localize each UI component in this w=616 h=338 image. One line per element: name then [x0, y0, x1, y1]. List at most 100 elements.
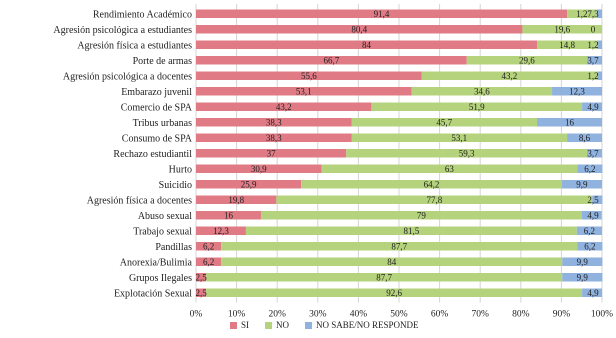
bar-segment-si	[196, 164, 322, 173]
category-label: Explotación Sexual	[114, 288, 192, 299]
category-label: Pandillas	[155, 242, 192, 253]
bar-segment-no-sabe-no-responde	[582, 102, 602, 111]
bar-segment-si	[196, 40, 538, 49]
bar-segment-si	[196, 149, 347, 158]
data-label: 2,5	[195, 288, 207, 298]
data-label: 14,8	[559, 40, 575, 50]
data-label: 3,7	[587, 148, 599, 158]
data-labels: 91,4 1,2 7,380,4 19,6 084 14,8 1,266,7 29,6 3,75…	[195, 9, 599, 298]
data-label: 4,9	[587, 210, 599, 220]
data-label: 9,9	[576, 179, 588, 189]
data-label: 9,9	[577, 257, 589, 267]
data-label: 87,7	[376, 272, 392, 282]
data-label: 2,5	[587, 195, 599, 205]
x-tick-label: 90%	[553, 310, 571, 320]
bar-segment-no	[221, 257, 563, 266]
category-label: Tribus urbanas	[133, 118, 192, 129]
data-label: 6,2	[584, 241, 595, 251]
data-label: 6,2	[203, 257, 214, 267]
bar-segment-no	[206, 273, 563, 282]
data-label: 2,5	[195, 272, 207, 282]
legend-swatch	[305, 322, 313, 329]
bar-segment-no	[522, 25, 602, 34]
bar-segment-no	[421, 71, 598, 80]
x-tick-label: 60%	[431, 310, 449, 320]
legend-swatch	[230, 322, 237, 329]
legend-label: NO	[276, 320, 289, 330]
bar-segment-no	[411, 87, 553, 96]
data-label: 6,2	[203, 241, 214, 251]
data-label: 84	[362, 40, 372, 50]
data-label: 53,1	[296, 86, 312, 96]
bar-segment-no-sabe-no-responde	[596, 9, 602, 18]
data-label: 4,9	[587, 102, 599, 112]
x-tick-label: 80%	[512, 310, 530, 320]
bar-segment-si	[196, 71, 422, 80]
data-label: 79	[417, 210, 427, 220]
bar-segment-no	[301, 180, 562, 189]
bar-segment-no-sabe-no-responde	[597, 40, 602, 49]
bar-segment-si	[196, 56, 467, 65]
data-label: 7,3	[587, 9, 599, 19]
data-label: 81,5	[404, 226, 420, 236]
bar-segment-no	[276, 195, 593, 204]
category-label: Agresión psicológica a estudiantes	[53, 25, 192, 36]
bar-segment-no-sabe-no-responde	[586, 56, 602, 65]
x-tick-label: 20%	[268, 310, 286, 320]
bar-segment-si	[196, 211, 261, 220]
data-label: 30,9	[251, 164, 267, 174]
legend-label: NO SABE/NO RESPONDE	[316, 320, 419, 330]
category-labels: Rendimiento Académico Agresión psicológic…	[53, 9, 192, 299]
data-label: 59,3	[459, 148, 475, 158]
bars	[196, 9, 603, 297]
bar-segment-si	[196, 25, 523, 34]
bar-segment-no-sabe-no-responde	[581, 211, 602, 220]
category-label: Rendimiento Académico	[93, 9, 192, 20]
bar-segment-no-sabe-no-responde	[561, 180, 602, 189]
x-tick-label: 30%	[309, 310, 327, 320]
data-label: 3,7	[587, 55, 599, 65]
bar-segment-no-sabe-no-responde	[552, 87, 602, 96]
bar-segment-si	[196, 102, 372, 111]
bar-segment-no	[221, 242, 578, 251]
data-label: 19,8	[228, 195, 244, 205]
data-label: 8,6	[579, 133, 591, 143]
data-label: 80,4	[351, 24, 367, 34]
category-label: Agresión física a estudiantes	[77, 40, 192, 51]
bar-segment-no	[346, 149, 587, 158]
bar-segment-no-sabe-no-responde	[597, 71, 602, 80]
bar-segment-si	[196, 273, 207, 282]
bar-segment-no	[371, 102, 583, 111]
x-tick-label: 10%	[228, 310, 246, 320]
bar-segment-no	[537, 40, 598, 49]
bar-segment-no	[351, 118, 538, 127]
category-label: Suicidio	[159, 180, 192, 191]
bar-segment-no	[466, 56, 587, 65]
bar-segment-no-sabe-no-responde	[567, 133, 602, 142]
legend: SI NO NO SABE/NO RESPONDE	[230, 320, 419, 330]
category-label: Agresión psicológica a docentes	[63, 71, 192, 82]
data-label: 66,7	[324, 55, 340, 65]
bar-segment-si	[196, 118, 352, 127]
bar-segment-no	[260, 211, 582, 220]
bar-segment-no	[351, 133, 568, 142]
data-label: 87,7	[391, 241, 407, 251]
category-label: Embarazo juvenil	[121, 87, 192, 98]
data-label: 0	[591, 24, 596, 34]
data-label: 37	[267, 148, 277, 158]
category-label: Agresión física a docentes	[87, 195, 192, 206]
category-label: Hurto	[169, 164, 192, 175]
data-label: 51,9	[469, 102, 485, 112]
data-label: 43,2	[502, 71, 518, 81]
bar-segment-si	[196, 195, 277, 204]
data-label: 34,6	[474, 86, 490, 96]
bar-segment-no	[321, 164, 578, 173]
data-label: 29,6	[519, 55, 535, 65]
data-label: 16	[224, 210, 234, 220]
x-tick-label: 0%	[190, 310, 203, 320]
bar-segment-no-sabe-no-responde	[537, 118, 602, 127]
data-label: 53,1	[451, 133, 467, 143]
legend-label: SI	[241, 320, 249, 330]
bar-segment-no	[206, 288, 583, 297]
data-label: 38,3	[266, 133, 282, 143]
